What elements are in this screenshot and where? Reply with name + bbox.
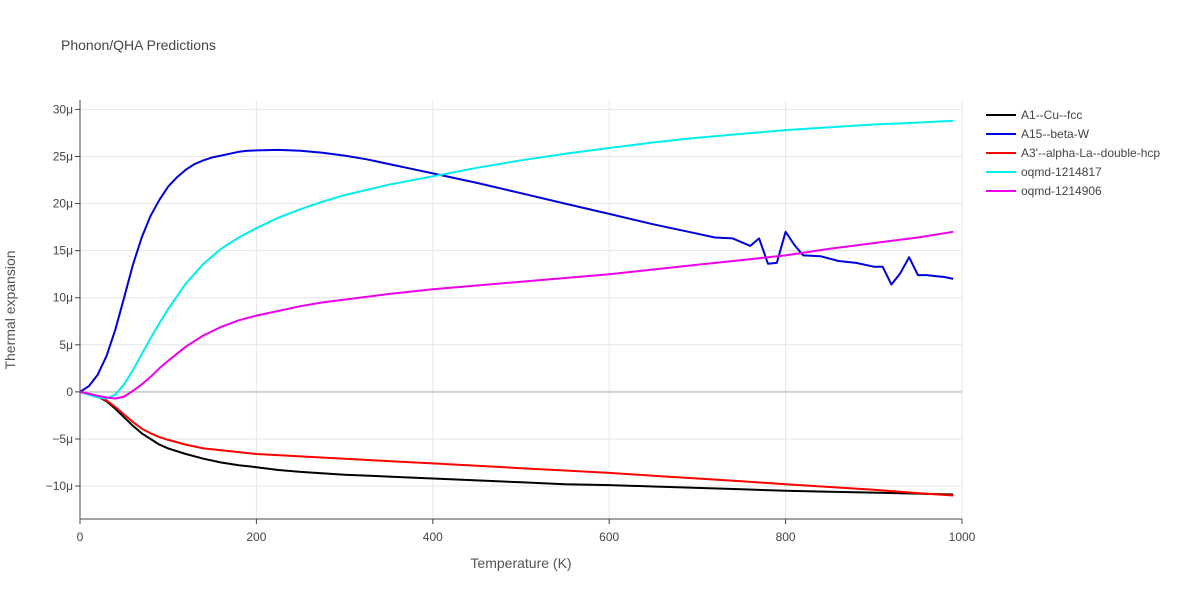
legend-label: A15--beta-W (1021, 127, 1090, 141)
x-tick-label: 0 (77, 530, 84, 544)
y-tick-label: −5μ (52, 432, 73, 446)
series-line-1 (79, 390, 954, 496)
y-tick-label: 5μ (59, 338, 73, 352)
legend-label: A1--Cu--fcc (1021, 108, 1082, 122)
x-tick-label: 200 (246, 530, 266, 544)
x-tick-label: 1000 (949, 530, 976, 544)
legend-item[interactable]: A3'--alpha-La--double-hcp (986, 146, 1160, 160)
series-line-3 (79, 390, 954, 497)
y-axis-label: Thermal expansion (2, 250, 18, 369)
y-tick-label: 0 (66, 385, 73, 399)
chart-title: Phonon/QHA Predictions (61, 37, 216, 53)
legend[interactable]: A1--Cu--fcc A15--beta-W A3'--alpha-La--dou… (986, 108, 1160, 198)
y-gridlines (80, 108, 962, 487)
x-tick-label: 400 (423, 530, 443, 544)
y-tick-label: 25μ (53, 149, 73, 163)
legend-label: A3'--alpha-La--double-hcp (1021, 146, 1160, 160)
x-tick-label: 600 (599, 530, 619, 544)
legend-label: oqmd-1214906 (1021, 184, 1102, 198)
x-tick-labels: 0 200 400 600 800 1000 (77, 530, 976, 544)
x-axis-label: Temperature (K) (470, 555, 571, 571)
series-line-2 (79, 148, 954, 393)
y-tick-label: 15μ (53, 244, 73, 258)
series-line-4 (79, 119, 954, 400)
x-gridlines (255, 100, 963, 519)
y-tick-label: 30μ (53, 102, 73, 116)
legend-label: oqmd-1214817 (1021, 165, 1102, 179)
y-tick-label: 10μ (53, 291, 73, 305)
axes (75, 100, 963, 524)
legend-item[interactable]: oqmd-1214817 (986, 165, 1102, 179)
plot-area (79, 119, 954, 497)
y-tick-label: −10μ (46, 479, 73, 493)
y-tick-label: 20μ (53, 197, 73, 211)
legend-item[interactable]: A1--Cu--fcc (986, 108, 1082, 122)
legend-item[interactable]: oqmd-1214906 (986, 184, 1102, 198)
y-tick-labels: −10μ −5μ 0 5μ 10μ 15μ 20μ 25μ 30μ (46, 102, 74, 493)
legend-item[interactable]: A15--beta-W (986, 127, 1090, 141)
series-line-5 (79, 230, 954, 400)
x-tick-label: 800 (776, 530, 796, 544)
